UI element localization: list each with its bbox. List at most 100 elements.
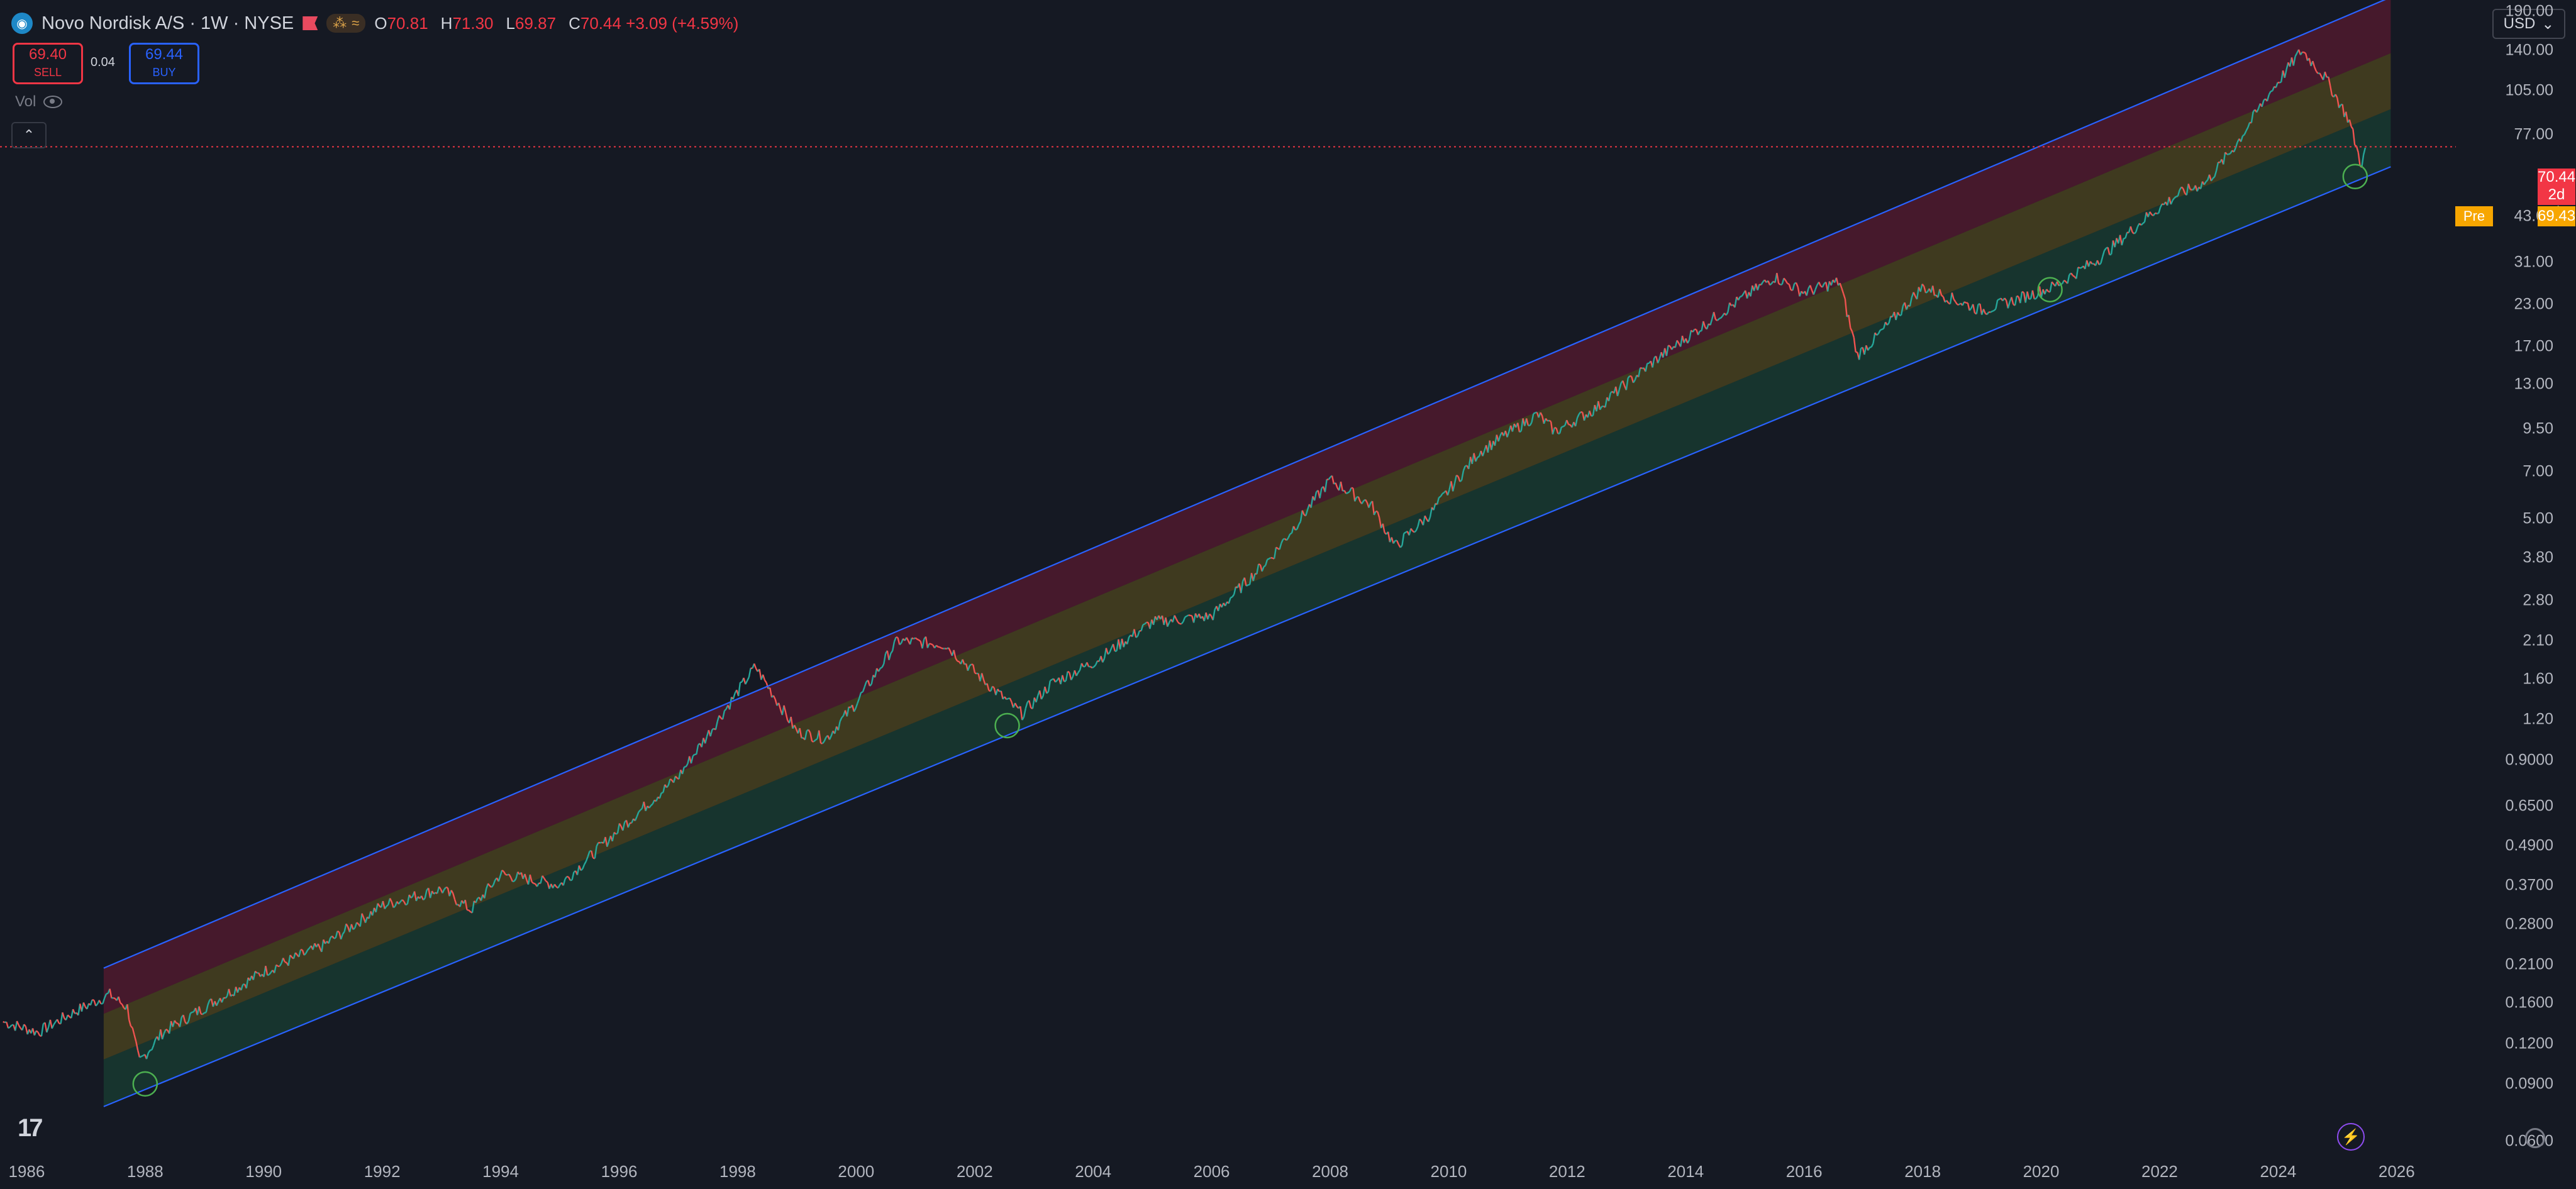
price-up-segment: [1228, 597, 1231, 604]
chevron-up-icon: ⌃: [23, 127, 35, 143]
price-up-segment: [1520, 418, 1524, 431]
price-up-segment: [151, 1045, 155, 1051]
indicator-pill[interactable]: ⁂ ≈: [326, 14, 366, 33]
ohlc-readout: O70.81 H71.30 L69.87 C70.44 +3.09 (+4.59…: [374, 14, 738, 33]
price-up-segment: [2199, 181, 2204, 189]
price-down-segment: [1967, 302, 1970, 311]
spark-icon[interactable]: ⚡: [2337, 1123, 2365, 1151]
price-up-segment: [1888, 316, 1892, 324]
price-down-segment: [2138, 223, 2142, 226]
price-up-segment: [1285, 537, 1289, 541]
price-up-segment: [2245, 127, 2249, 131]
chevron-down-icon: ⌄: [2541, 15, 2555, 33]
price-down-segment: [1387, 531, 1391, 543]
y-tick-label: 1.20: [2523, 710, 2553, 728]
price-up-segment: [841, 715, 845, 719]
price-up-segment: [2242, 134, 2245, 137]
price-down-segment: [799, 727, 802, 738]
buy-button[interactable]: 69.44 BUY: [129, 43, 199, 84]
price-down-segment: [135, 1041, 139, 1051]
price-up-segment: [1453, 475, 1457, 484]
price-up-segment: [1299, 510, 1303, 522]
pill-glyph-1: ⁂: [333, 15, 347, 31]
flag-icon[interactable]: [303, 16, 318, 30]
price-up-segment: [1429, 507, 1433, 517]
price-up-segment: [2235, 141, 2238, 148]
price-up-segment: [1079, 663, 1083, 671]
price-up-segment: [2014, 296, 2018, 306]
price-down-segment: [2011, 297, 2014, 305]
price-up-segment: [486, 883, 489, 890]
price-up-segment: [2075, 267, 2079, 279]
volume-indicator[interactable]: Vol: [15, 93, 63, 111]
price-up-segment: [398, 901, 401, 905]
price-up-segment: [2158, 207, 2162, 214]
price-down-segment: [489, 885, 492, 888]
price-down-segment: [350, 924, 354, 930]
price-up-segment: [60, 1012, 64, 1024]
price-up-segment: [433, 892, 436, 895]
price-up-segment: [1070, 676, 1074, 681]
sell-button[interactable]: 69.40 SELL: [13, 43, 83, 84]
price-up-segment: [2361, 155, 2365, 168]
price-up-segment: [1035, 695, 1039, 703]
price-up-segment: [1771, 280, 1774, 284]
gear-icon[interactable]: [2525, 1128, 2545, 1148]
price-down-segment: [992, 685, 995, 689]
price-down-segment: [568, 877, 571, 881]
price-down-segment: [1851, 331, 1855, 338]
price-up-segment: [491, 884, 494, 888]
price-down-segment: [867, 680, 871, 687]
eye-icon[interactable]: [43, 96, 63, 108]
price-down-segment: [1597, 401, 1601, 410]
price-up-segment: [2140, 223, 2144, 226]
price-up-segment: [139, 1056, 142, 1058]
price-down-segment: [1785, 280, 1789, 284]
ohlc-close-value: 70.44 +3.09 (+4.59%): [580, 13, 739, 33]
price-up-segment: [169, 1020, 172, 1034]
price-up-segment: [837, 721, 841, 731]
price-up-segment: [497, 875, 501, 882]
price-up-segment: [1529, 422, 1533, 426]
price-up-segment: [690, 755, 694, 764]
price-down-segment: [1343, 490, 1347, 494]
price-down-segment: [289, 954, 293, 958]
price-up-segment: [1422, 516, 1426, 526]
price-up-segment: [672, 776, 677, 783]
price-up-segment: [1265, 559, 1269, 566]
price-down-segment: [182, 1014, 186, 1022]
last-price-tag: 70.44 2d 7h: [2538, 169, 2575, 221]
price-down-segment: [1783, 277, 1787, 281]
price-up-segment: [1065, 671, 1069, 682]
price-down-segment: [758, 669, 762, 680]
price-up-segment: [471, 900, 475, 913]
price-down-segment: [669, 778, 673, 781]
price-down-segment: [794, 724, 797, 730]
currency-select[interactable]: USD ⌄: [2492, 9, 2565, 39]
collapse-button[interactable]: ⌃: [11, 122, 47, 148]
price-up-segment: [1212, 609, 1216, 621]
price-up-segment: [582, 864, 586, 870]
price-up-segment: [1627, 375, 1631, 379]
price-up-segment: [364, 917, 369, 923]
price-up-segment: [1246, 584, 1249, 587]
symbol-title[interactable]: Novo Nordisk A/S · 1W · NYSE: [42, 13, 294, 33]
price-down-segment: [1019, 706, 1023, 721]
price-down-segment: [762, 674, 766, 681]
price-up-segment: [615, 832, 618, 835]
price-up-segment: [892, 641, 896, 651]
price-up-segment: [1576, 414, 1580, 419]
price-up-segment: [1433, 503, 1436, 511]
price-down-segment: [1371, 500, 1375, 516]
price-up-segment: [627, 822, 631, 828]
price-up-segment: [1408, 528, 1412, 536]
price-down-segment: [382, 900, 386, 909]
price-down-segment: [121, 1004, 125, 1009]
price-up-segment: [1298, 521, 1302, 525]
price-down-segment: [643, 801, 647, 811]
price-down-segment: [2334, 94, 2338, 99]
price-down-segment: [128, 1019, 132, 1027]
tradingview-logo-icon[interactable]: 17: [18, 1114, 43, 1142]
